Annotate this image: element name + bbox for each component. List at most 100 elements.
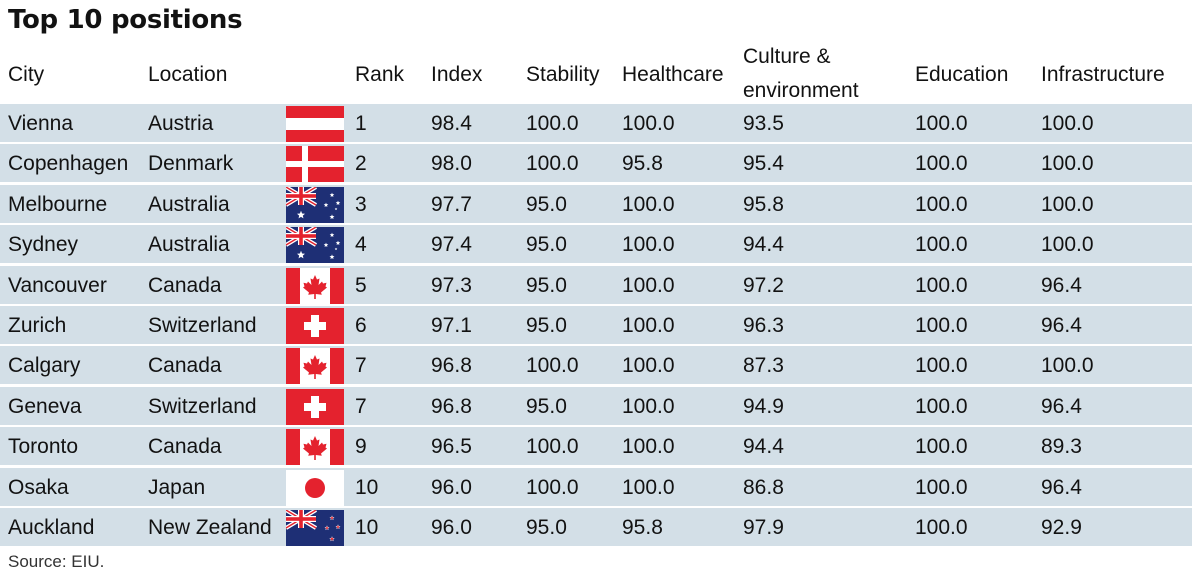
cell-infrastructure: 100.0 [1041, 354, 1094, 378]
cell-stability: 95.0 [526, 273, 567, 297]
cell-healthcare: 100.0 [622, 475, 675, 499]
cell-healthcare: 100.0 [622, 112, 675, 135]
flag-canada-icon [286, 348, 344, 385]
cell-healthcare: 100.0 [622, 354, 675, 378]
cell-infrastructure: 100.0 [1041, 112, 1094, 135]
header-stability: Stability [526, 63, 600, 86]
cell-culture: 94.4 [743, 435, 784, 459]
cell-location: Switzerland [148, 394, 257, 418]
cell-city: Copenhagen [8, 152, 129, 176]
header-city: City [8, 63, 45, 86]
cell-index: 96.0 [431, 475, 472, 499]
cell-rank: 2 [355, 152, 367, 176]
cell-stability: 95.0 [526, 394, 567, 418]
cell-culture: 94.4 [743, 233, 784, 257]
cell-stability: 95.0 [526, 516, 567, 539]
cell-rank: 5 [355, 273, 367, 297]
header-culture-line1: Culture & [743, 45, 831, 68]
cell-culture: 97.2 [743, 273, 784, 297]
cell-rank: 7 [355, 394, 367, 418]
header-education: Education [915, 63, 1009, 86]
header-culture-line2: environment [743, 79, 859, 102]
cell-location: Australia [148, 233, 230, 257]
cell-education: 100.0 [915, 475, 968, 499]
cell-rank: 9 [355, 435, 367, 459]
cell-culture: 87.3 [743, 354, 784, 378]
cell-education: 100.0 [915, 394, 968, 418]
table-row: Osaka Japan 10 96.0 100.0 100.0 86.8 100.0 96.4 [0, 467, 1192, 506]
cell-infrastructure: 100.0 [1041, 233, 1094, 257]
cell-rank: 10 [355, 516, 379, 539]
cell-culture: 86.8 [743, 475, 784, 499]
cell-infrastructure: 96.4 [1041, 475, 1082, 499]
cell-infrastructure: 96.4 [1041, 314, 1082, 337]
cell-education: 100.0 [915, 192, 968, 216]
cell-city: Vienna [8, 112, 74, 135]
cell-infrastructure: 96.4 [1041, 394, 1082, 418]
cell-index: 98.4 [431, 112, 472, 135]
cell-education: 100.0 [915, 435, 968, 459]
cell-index: 97.3 [431, 273, 472, 297]
cell-rank: 10 [355, 475, 379, 499]
cell-location: Canada [148, 435, 222, 459]
table-row: Vienna Austria 1 98.4 100.0 100.0 93.5 100.0 100… [0, 104, 1192, 142]
flag-canada-icon [286, 429, 344, 466]
header-index: Index [431, 63, 483, 86]
cell-healthcare: 95.8 [622, 516, 663, 539]
cell-city: Calgary [8, 354, 81, 378]
header-infrastructure: Infrastructure [1041, 63, 1165, 86]
cell-infrastructure: 92.9 [1041, 516, 1082, 539]
cell-healthcare: 100.0 [622, 394, 675, 418]
table-row: Zurich Switzerland 6 97.1 95.0 100.0 96.3 100.0… [0, 306, 1192, 344]
cell-index: 97.4 [431, 233, 472, 257]
cell-infrastructure: 100.0 [1041, 152, 1094, 176]
cell-index: 96.8 [431, 354, 472, 378]
flag-switzerland-icon [286, 388, 344, 425]
cell-stability: 100.0 [526, 435, 579, 459]
cell-rank: 6 [355, 314, 367, 337]
cell-healthcare: 95.8 [622, 152, 663, 176]
cell-index: 96.5 [431, 435, 472, 459]
cell-healthcare: 100.0 [622, 273, 675, 297]
cell-index: 96.0 [431, 516, 472, 539]
cell-location: Denmark [148, 152, 234, 176]
cell-culture: 97.9 [743, 516, 784, 539]
cell-index: 98.0 [431, 152, 472, 176]
cell-city: Toronto [8, 435, 79, 459]
table-row: Sydney Australia 4 97.4 95.0 100.0 94.4 100.0 10… [0, 225, 1192, 264]
cell-infrastructure: 96.4 [1041, 273, 1082, 297]
flag-australia-icon [286, 186, 344, 223]
cell-culture: 96.3 [743, 314, 784, 337]
flag-canada-icon [286, 267, 344, 304]
cell-location: Austria [148, 112, 214, 135]
cell-rank: 4 [355, 233, 367, 257]
cell-infrastructure: 100.0 [1041, 192, 1094, 216]
cell-education: 100.0 [915, 354, 968, 378]
cell-education: 100.0 [915, 273, 968, 297]
table-row: Toronto Canada 9 96.5 100.0 100.0 94.4 100.0 89.… [0, 427, 1192, 466]
table-row: Vancouver Canada 5 97.3 95.0 100.0 97.2 100.0 96… [0, 265, 1192, 304]
flag-denmark-icon [286, 146, 344, 183]
cell-city: Melbourne [8, 192, 108, 216]
page-title: Top 10 positions [8, 5, 243, 35]
cell-education: 100.0 [915, 314, 968, 337]
cell-index: 97.7 [431, 192, 472, 216]
header-rank: Rank [355, 63, 405, 86]
cell-culture: 95.8 [743, 192, 784, 216]
table-row: Melbourne Australia 3 97.7 95.0 100.0 95.8 100.… [0, 184, 1192, 223]
table-header: City Location Rank Index Stability Healt… [0, 45, 1192, 104]
cell-healthcare: 100.0 [622, 435, 675, 459]
cell-education: 100.0 [915, 112, 968, 135]
cell-location: Australia [148, 192, 230, 216]
source-note: Source: EIU. [8, 552, 105, 571]
flag-australia-icon [286, 227, 344, 264]
flag-new-zealand-icon [286, 510, 344, 546]
cell-healthcare: 100.0 [622, 314, 675, 337]
cell-stability: 100.0 [526, 112, 579, 135]
cell-stability: 100.0 [526, 152, 579, 176]
cell-location: Japan [148, 475, 206, 499]
cell-location: Switzerland [148, 314, 257, 337]
cell-stability: 95.0 [526, 314, 567, 337]
cell-stability: 100.0 [526, 475, 579, 499]
flag-austria-icon [286, 106, 344, 142]
